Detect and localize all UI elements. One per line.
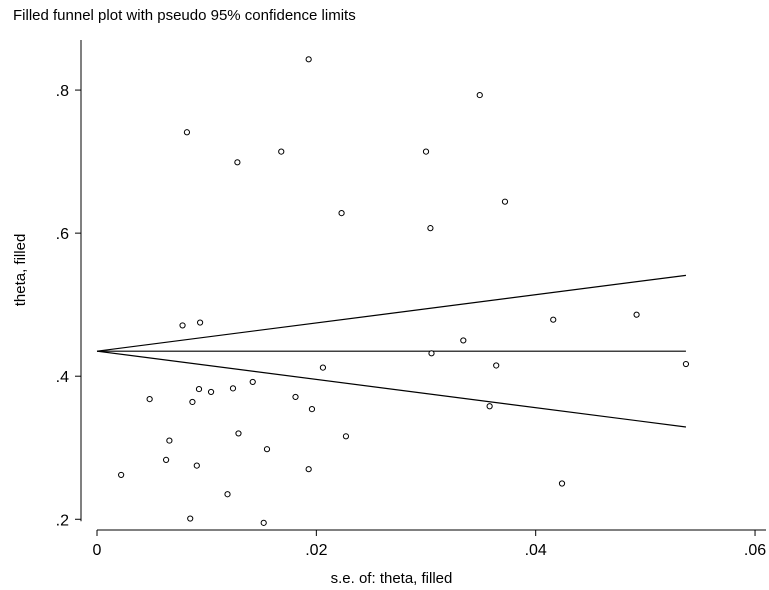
data-point [234, 159, 241, 166]
data-point [486, 403, 493, 410]
data-point [179, 322, 186, 329]
data-point [207, 388, 215, 396]
data-point [493, 362, 500, 369]
data-point [118, 471, 125, 479]
funnel-lines [96, 274, 687, 428]
data-point [187, 515, 194, 522]
data-points [118, 56, 690, 526]
data-point [224, 491, 231, 498]
y-tick-label: .6 [56, 226, 69, 243]
y-tick-label: .4 [56, 369, 69, 386]
data-point [422, 148, 430, 155]
data-point [633, 311, 640, 318]
data-point [319, 364, 327, 371]
data-point [342, 433, 350, 440]
y-axis-label: theta, filled [12, 234, 29, 307]
data-point [196, 319, 204, 326]
data-point [195, 385, 203, 393]
data-point [428, 350, 435, 357]
data-point [193, 462, 200, 469]
axes [80, 40, 766, 531]
y-tick-label: .8 [56, 83, 69, 100]
data-point [292, 393, 299, 401]
data-point [278, 148, 285, 155]
data-point [476, 91, 483, 99]
data-point [308, 406, 316, 413]
data-point [260, 519, 267, 526]
data-point [183, 129, 191, 136]
x-tick-label: .06 [744, 542, 766, 559]
lower-confidence-limit-line [96, 350, 687, 428]
data-point [263, 446, 271, 453]
data-point [427, 225, 434, 232]
data-point [682, 360, 690, 368]
data-point [501, 198, 509, 205]
x-axis-label: s.e. of: theta, filled [331, 570, 453, 587]
data-point [235, 430, 242, 437]
data-point [338, 210, 345, 217]
data-point [305, 56, 312, 63]
y-tick-label: .2 [56, 512, 69, 529]
data-point [305, 466, 312, 473]
data-point [460, 337, 467, 344]
x-tick-label: .04 [525, 542, 547, 559]
data-point [249, 378, 256, 386]
data-point [550, 316, 557, 323]
data-point [146, 395, 153, 403]
data-point [558, 480, 566, 487]
y-axis-ticks: .2 .4 .6 .8 [56, 83, 81, 529]
data-point [162, 456, 170, 463]
data-point [166, 437, 173, 444]
x-tick-label: 0 [93, 542, 102, 559]
upper-confidence-limit-line [96, 274, 687, 352]
data-point [189, 398, 196, 406]
x-axis-ticks: 0 .02 .04 .06 [93, 530, 766, 559]
chart-title: Filled funnel plot with pseudo 95% confi… [13, 7, 356, 24]
x-tick-label: .02 [305, 542, 327, 559]
data-point [229, 385, 237, 392]
